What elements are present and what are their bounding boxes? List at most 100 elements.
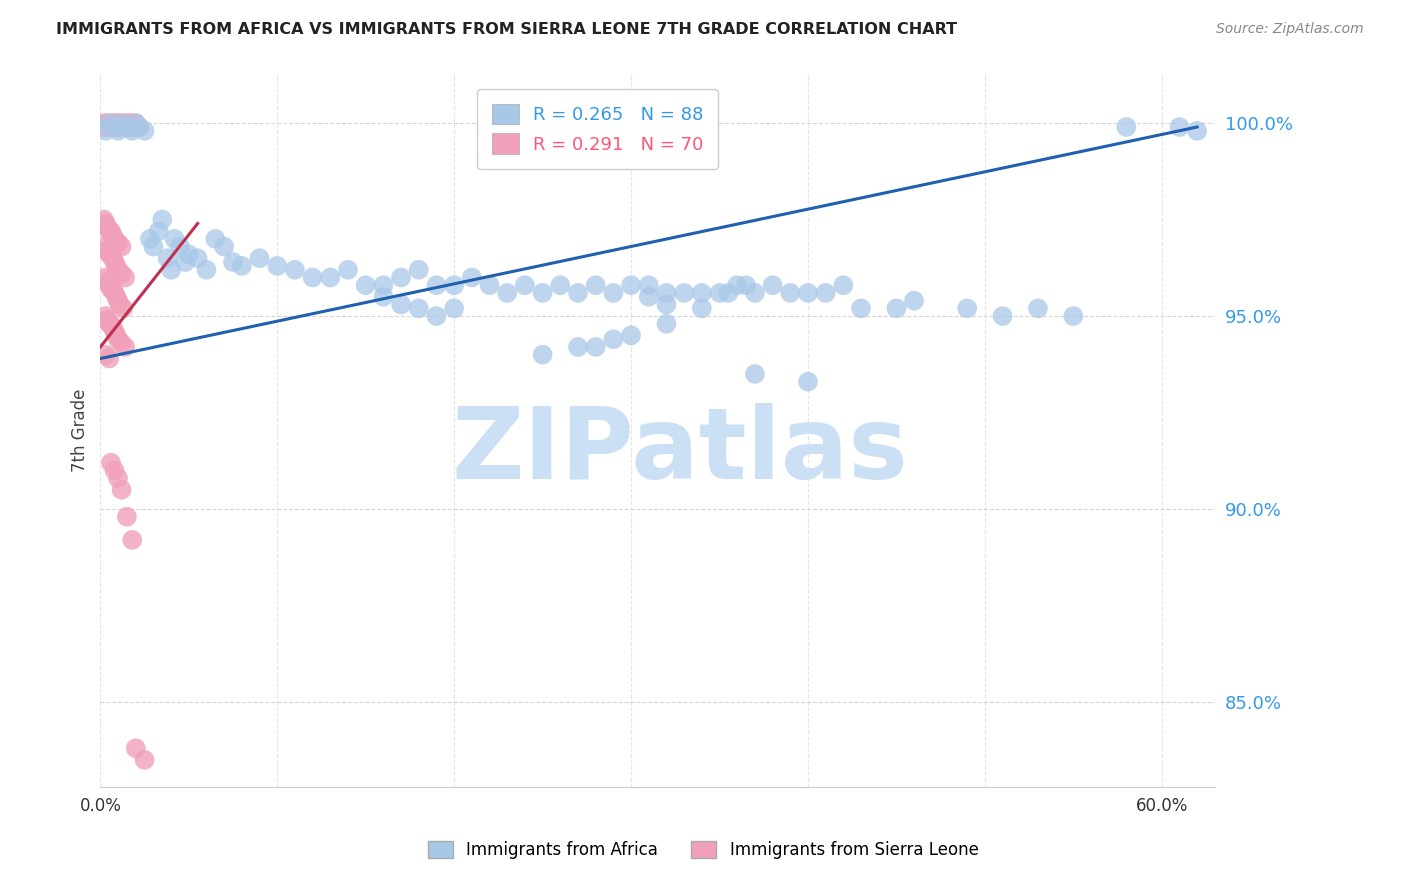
Point (655, 317, 678, 331)
Point (98, 247, 121, 261)
Point (100, 282, 122, 296)
Point (177, 247, 200, 261)
Point (461, 270, 484, 285)
Text: IMMIGRANTS FROM AFRICA VS IMMIGRANTS FROM SIERRA LEONE 7TH GRADE CORRELATION CHA: IMMIGRANTS FROM AFRICA VS IMMIGRANTS FRO… (56, 22, 957, 37)
Point (96, 244, 118, 258)
Point (100, 247, 122, 261)
Point (602, 332, 624, 346)
Point (103, 116, 125, 130)
Point (513, 278, 536, 293)
Point (832, 278, 855, 293)
Point (585, 278, 607, 293)
Point (408, 301, 430, 316)
Point (337, 262, 360, 277)
Point (284, 262, 307, 277)
Point (94, 217, 117, 231)
Point (585, 340, 607, 354)
Point (103, 232, 125, 246)
Point (93, 212, 115, 227)
Point (115, 509, 138, 524)
Point (148, 224, 170, 238)
Point (94, 309, 117, 323)
Point (637, 278, 659, 293)
Point (655, 297, 678, 311)
Legend: R = 0.265   N = 88, R = 0.291   N = 70: R = 0.265 N = 88, R = 0.291 N = 70 (477, 89, 718, 169)
Point (96, 274, 118, 288)
Point (125, 741, 148, 756)
Point (425, 309, 447, 323)
Point (1168, 120, 1191, 134)
Point (150, 212, 173, 227)
Point (101, 120, 124, 134)
Point (204, 232, 226, 246)
Point (107, 235, 129, 250)
Point (98, 120, 121, 134)
Point (112, 120, 135, 134)
Legend: Immigrants from Africa, Immigrants from Sierra Leone: Immigrants from Africa, Immigrants from … (420, 834, 986, 866)
Point (849, 301, 872, 316)
Point (107, 332, 129, 346)
Point (231, 259, 253, 273)
Point (886, 301, 908, 316)
Point (134, 124, 156, 138)
Point (128, 120, 150, 134)
Point (496, 285, 519, 300)
Point (100, 224, 122, 238)
Point (903, 293, 925, 308)
Point (797, 375, 820, 389)
Point (110, 483, 132, 497)
Point (94, 124, 117, 138)
Point (107, 471, 129, 485)
Point (602, 285, 624, 300)
Point (156, 251, 179, 265)
Point (107, 293, 129, 308)
Point (121, 533, 143, 547)
Point (100, 456, 122, 470)
Point (98, 317, 121, 331)
Point (103, 255, 125, 269)
Point (110, 267, 132, 281)
Point (110, 116, 132, 130)
Point (425, 278, 447, 293)
Point (105, 290, 128, 304)
Point (101, 228, 124, 243)
Text: ZIPatlas: ZIPatlas (451, 403, 908, 500)
Point (212, 239, 235, 253)
Point (744, 285, 766, 300)
Point (114, 116, 136, 130)
Point (110, 116, 132, 130)
Point (690, 285, 713, 300)
Point (105, 259, 128, 273)
Point (991, 309, 1014, 323)
Point (121, 124, 143, 138)
Point (98, 224, 121, 238)
Point (103, 325, 125, 339)
Point (118, 116, 141, 130)
Point (98, 278, 121, 293)
Point (620, 328, 643, 343)
Point (531, 348, 554, 362)
Point (373, 290, 395, 304)
Point (134, 753, 156, 767)
Point (655, 285, 678, 300)
Point (779, 285, 801, 300)
Point (96, 116, 118, 130)
Point (101, 282, 124, 296)
Point (108, 120, 131, 134)
Point (373, 278, 395, 293)
Point (761, 278, 783, 293)
Point (112, 301, 135, 316)
Point (478, 278, 501, 293)
Point (443, 278, 465, 293)
Point (94, 239, 117, 253)
Point (389, 297, 412, 311)
Point (115, 120, 138, 134)
Point (125, 116, 148, 130)
Point (93, 116, 115, 130)
Point (408, 262, 430, 277)
Point (266, 259, 288, 273)
Point (725, 278, 748, 293)
Point (98, 116, 121, 130)
Point (107, 262, 129, 277)
Point (1062, 309, 1084, 323)
